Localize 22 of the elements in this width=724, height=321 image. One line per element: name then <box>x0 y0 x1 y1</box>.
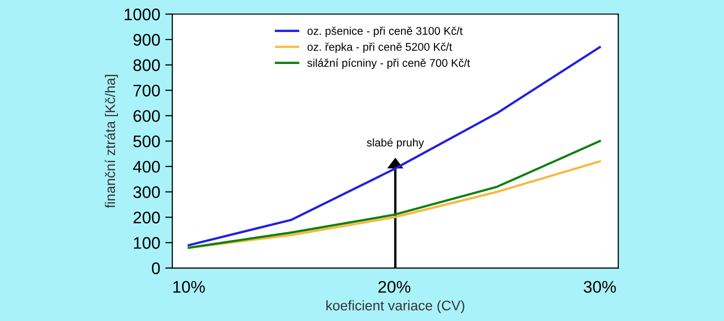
x-tick-label: 10% <box>173 280 205 293</box>
legend-label: oz. pšenice - při ceně 3100 Kč/t <box>308 26 463 38</box>
y-tick-label: 1000 <box>124 8 160 20</box>
line-series <box>188 140 601 249</box>
y-tick-label: 500 <box>133 135 160 148</box>
y-tick-label: 0 <box>152 262 160 274</box>
y-axis-title: finanční ztráta [Kč/ha] <box>104 74 118 208</box>
legend-label: silážní pícniny - při ceně 700 Kč/t <box>307 58 470 70</box>
x-tick-label: 20% <box>378 280 410 293</box>
y-tick-label: 600 <box>134 110 160 122</box>
y-tick-label: 700 <box>134 84 160 96</box>
y-tick-label: 400 <box>133 160 160 173</box>
annotation: slabé pruhy <box>366 138 424 149</box>
y-tick-label: 200 <box>134 212 160 224</box>
x-tick-label: 30% <box>584 280 616 293</box>
line-series <box>188 160 601 249</box>
y-tick-label: 300 <box>133 186 160 198</box>
legend-label: oz. řepka - při ceně 5200 Kč/t <box>308 42 452 54</box>
y-tick-label: 900 <box>133 34 160 46</box>
y-tick-label: 800 <box>133 59 160 72</box>
x-axis-title: koeficient variace (CV) <box>326 300 464 314</box>
y-tick-label: 100 <box>134 237 160 249</box>
